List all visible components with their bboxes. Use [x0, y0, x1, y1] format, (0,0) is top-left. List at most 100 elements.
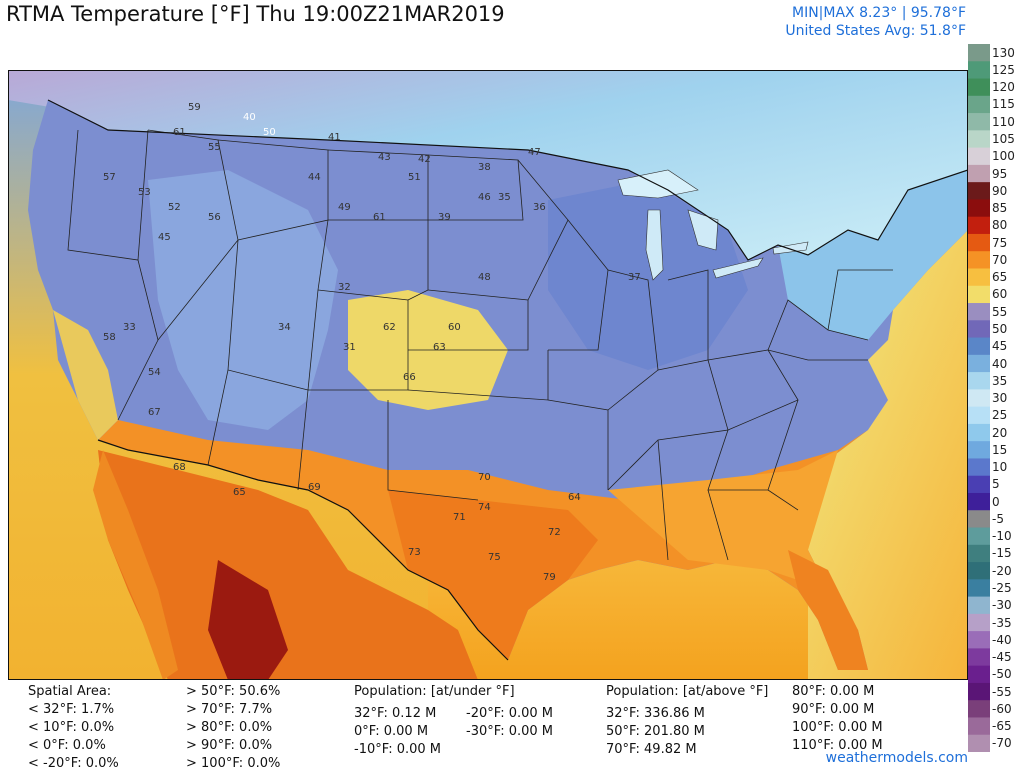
min-max-readout: MIN|MAX 8.23° | 95.78°F — [791, 5, 966, 21]
northeast-cool — [778, 170, 968, 340]
legend-swatch — [968, 164, 990, 183]
station-value: 61 — [373, 212, 386, 223]
station-value: 74 — [478, 502, 491, 513]
stats-box: MIN|MAX 8.23° | 95.78°F United States Av… — [785, 4, 966, 40]
stat-line: 90°F: 0.00 M — [792, 702, 875, 717]
stat-line: 70°F: 49.82 M — [606, 742, 697, 757]
legend-label: 30 — [992, 391, 1008, 405]
legend-swatch — [968, 527, 990, 546]
station-value: 43 — [378, 152, 391, 163]
border-line — [767, 349, 868, 361]
legend-label: 130 — [992, 45, 1015, 60]
border-line — [607, 269, 659, 411]
legend-swatch — [968, 717, 990, 736]
legend-label: 5 — [992, 477, 1000, 492]
legend-swatch — [968, 337, 990, 356]
legend-label: 105 — [992, 132, 1015, 146]
southeast-warm — [608, 450, 838, 590]
stat-line: > 50°F: 50.6% — [186, 684, 281, 699]
legend-swatch — [968, 613, 990, 632]
station-value: 34 — [278, 322, 291, 333]
site-credit: weathermodels.com — [825, 750, 968, 766]
station-value: 50 — [263, 127, 276, 138]
legend-label: 10 — [992, 460, 1008, 475]
station-value: 51 — [408, 172, 421, 183]
station-value: 36 — [533, 202, 546, 213]
population-above-col1: 32°F: 336.86 M 50°F: 201.80 M 70°F: 49.8… — [606, 705, 705, 759]
station-value: 63 — [433, 342, 446, 353]
legend-swatch — [968, 596, 990, 615]
stat-line: < -20°F: 0.0% — [28, 756, 119, 771]
legend-swatch — [968, 320, 990, 339]
border-line — [767, 489, 799, 511]
border-line — [827, 269, 893, 331]
legend-swatch — [968, 251, 990, 270]
legend-swatch — [968, 682, 990, 701]
station-value: 66 — [403, 372, 416, 383]
stat-line: > 90°F: 0.0% — [186, 738, 273, 753]
legend-label: 45 — [992, 339, 1008, 354]
legend-swatch — [968, 406, 990, 425]
color-scale-bar — [968, 44, 990, 752]
legend-label: 55 — [992, 304, 1008, 319]
texas-hot-region — [388, 490, 598, 660]
station-value: 67 — [148, 407, 161, 418]
station-value: 48 — [478, 272, 491, 283]
us-mexico-border — [97, 439, 509, 661]
legend-swatch — [968, 734, 990, 752]
stat-line: 32°F: 0.12 M — [354, 706, 437, 721]
station-value: 68 — [173, 462, 186, 473]
legend-label: -65 — [992, 719, 1012, 734]
station-labels: 59 61 55 50 40 41 43 42 51 38 47 46 53 57 45 52 56 44 61 39… — [103, 102, 641, 583]
border-line — [297, 389, 309, 491]
border-line — [707, 489, 729, 561]
legend-label: 40 — [992, 356, 1008, 371]
station-value: 54 — [148, 367, 161, 378]
station-value: 65 — [233, 487, 246, 498]
legend-label: 50 — [992, 321, 1008, 336]
stat-line: -10°F: 0.00 M — [354, 742, 442, 757]
legend-label: 15 — [992, 442, 1008, 457]
legend-swatch — [968, 78, 990, 97]
stat-line: > 80°F: 0.0% — [186, 720, 273, 735]
legend-label: 95 — [992, 166, 1008, 181]
legend-swatch — [968, 182, 990, 201]
legend-label: 20 — [992, 425, 1008, 440]
station-value: 64 — [568, 492, 581, 503]
station-value: 37 — [628, 272, 641, 283]
legend-label: 115 — [992, 97, 1015, 112]
border-line — [408, 289, 529, 351]
border-line — [308, 289, 409, 391]
station-value: 62 — [383, 322, 396, 333]
border-line — [707, 349, 799, 431]
legend-label: 25 — [992, 408, 1008, 423]
station-value: 52 — [168, 202, 181, 213]
legend-label: -20 — [992, 563, 1012, 578]
border-line — [147, 129, 239, 341]
legend-label: 80 — [992, 218, 1008, 233]
station-value: 72 — [548, 527, 561, 538]
border-line — [427, 154, 524, 221]
legend-label: -70 — [992, 736, 1012, 751]
station-value: 61 — [173, 127, 186, 138]
map-frame — [8, 70, 968, 680]
legend-label: -50 — [992, 667, 1012, 682]
legend-swatch — [968, 665, 990, 684]
legend-swatch — [968, 372, 990, 390]
lake-superior — [617, 169, 699, 199]
mexico-region — [98, 450, 478, 680]
station-value: 57 — [103, 172, 116, 183]
spatial-area-title: Spatial Area: — [28, 684, 112, 699]
legend-swatch — [968, 268, 990, 287]
population-above-col2: 80°F: 0.00 M 90°F: 0.00 M 100°F: 0.00 M … — [792, 683, 883, 755]
border-line — [657, 439, 669, 561]
station-value: 47 — [528, 147, 541, 158]
station-value: 38 — [478, 162, 491, 173]
legend-label: -10 — [992, 529, 1012, 544]
legend-label: -40 — [992, 632, 1012, 647]
legend-label: 70 — [992, 252, 1008, 267]
station-value: 55 — [208, 142, 221, 153]
legend-swatch — [968, 303, 990, 321]
border-line — [707, 399, 799, 491]
stat-line: 50°F: 201.80 M — [606, 724, 705, 739]
